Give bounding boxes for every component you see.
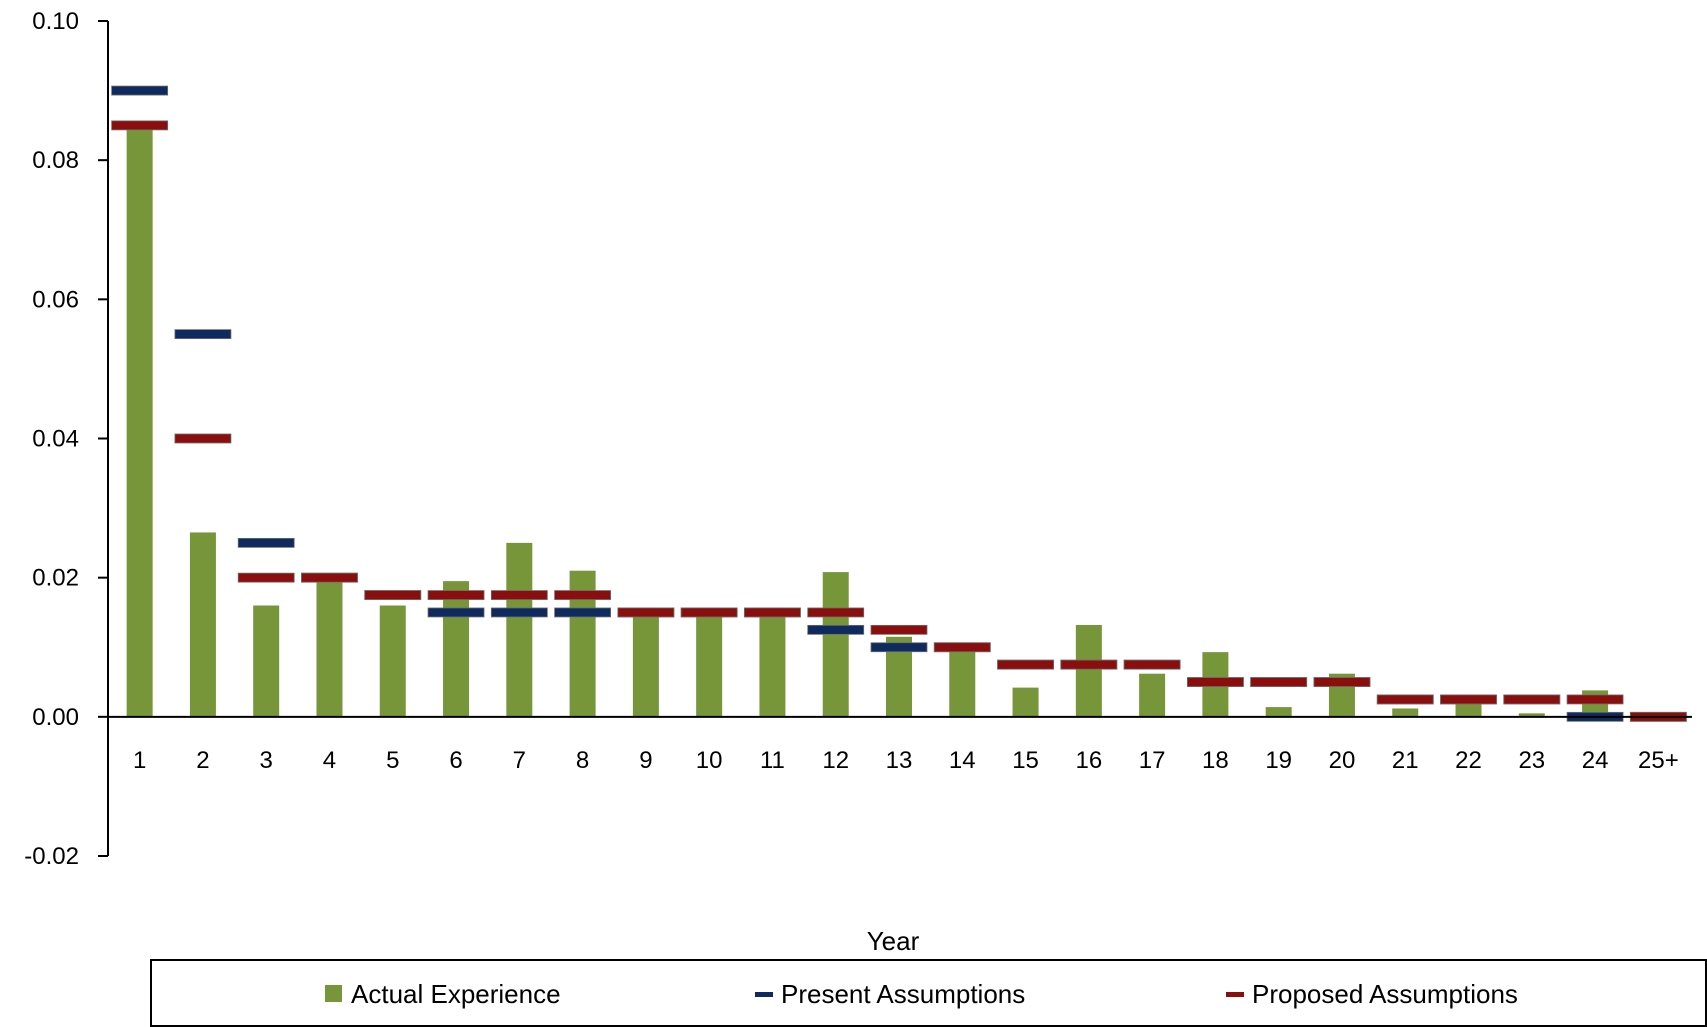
marker-proposed-assumptions-3 (237, 572, 295, 583)
bar-actual-experience-4 (316, 581, 343, 717)
x-tick-label: 13 (886, 747, 913, 774)
legend-swatch-present-assumptions (755, 992, 773, 997)
marker-proposed-assumptions-4 (301, 572, 358, 583)
marker-proposed-assumptions-12 (807, 607, 865, 618)
marker-present-assumptions-13 (870, 642, 928, 653)
x-tick-label: 7 (513, 747, 526, 774)
marker-proposed-assumptions-24 (1566, 694, 1624, 705)
marker-proposed-assumptions-6 (427, 590, 485, 600)
x-tick-label: 17 (1139, 747, 1166, 774)
marker-proposed-assumptions-10 (680, 607, 738, 618)
y-tick-label: 0.00 (32, 704, 79, 731)
y-tick-label: 0.10 (32, 8, 79, 35)
bar-actual-experience-23 (1518, 713, 1545, 717)
y-tick-label: -0.02 (24, 843, 79, 870)
marker-proposed-assumptions-13 (870, 624, 928, 635)
y-tick-label: 0.04 (32, 426, 79, 453)
x-tick-label: 5 (386, 747, 399, 774)
x-tick-label: 9 (639, 747, 652, 774)
marker-series-proposed-assumptions (111, 120, 1687, 722)
bar-actual-experience-22 (1455, 702, 1482, 717)
bar-actual-experience-1 (126, 125, 153, 717)
marker-proposed-assumptions-8 (554, 590, 611, 600)
legend-box (150, 959, 1707, 1027)
x-tick-label: 6 (449, 747, 462, 774)
axes (107, 21, 1692, 856)
x-tick-label: 21 (1392, 747, 1419, 774)
bar-actual-experience-3 (253, 605, 280, 717)
x-tick-label: 3 (260, 747, 273, 774)
legend-swatch-actual-experience (325, 985, 342, 1002)
legend-swatch-proposed-assumptions (1226, 992, 1244, 997)
bar-actual-experience-12 (822, 572, 849, 717)
x-tick-label: 1 (133, 747, 146, 774)
x-tick-label: 25+ (1638, 747, 1679, 774)
marker-present-assumptions-1 (111, 85, 169, 96)
marker-present-assumptions-7 (490, 607, 548, 618)
marker-proposed-assumptions-11 (744, 607, 801, 618)
x-tick-label: 24 (1582, 747, 1609, 774)
x-tick-label: 22 (1455, 747, 1482, 774)
x-tick-label: 20 (1329, 747, 1356, 774)
x-tick-label: 10 (696, 747, 723, 774)
marker-present-assumptions-2 (174, 329, 232, 340)
y-tick-label: 0.06 (32, 286, 79, 313)
x-tick-label: 18 (1202, 747, 1229, 774)
marker-proposed-assumptions-19 (1250, 677, 1308, 687)
bar-actual-experience-21 (1392, 708, 1419, 717)
y-tick-label: 0.08 (32, 147, 79, 174)
legend-label-proposed-assumptions: Proposed Assumptions (1252, 979, 1518, 1009)
y-tick-label: 0.02 (32, 565, 79, 592)
marker-proposed-assumptions-17 (1123, 659, 1181, 670)
marker-present-assumptions-8 (554, 607, 611, 618)
marker-proposed-assumptions-15 (997, 659, 1054, 670)
marker-proposed-assumptions-23 (1503, 694, 1561, 705)
x-axis-ticks: 1 2 3 4 5 6 7 8 9 10 11 12 13 14 15 16 17 18 19 20 21 22 23 24 2… (133, 747, 1679, 774)
marker-proposed-assumptions-7 (490, 590, 548, 600)
bar-actual-experience-5 (379, 605, 406, 717)
marker-proposed-assumptions-14 (933, 642, 991, 653)
legend-label-present-assumptions: Present Assumptions (781, 979, 1025, 1009)
x-tick-label: 14 (949, 747, 976, 774)
x-axis-title: Year (867, 926, 920, 956)
bar-actual-experience-11 (759, 608, 786, 717)
marker-proposed-assumptions-18 (1187, 677, 1244, 687)
bar-actual-experience-9 (632, 615, 659, 717)
marker-proposed-assumptions-21 (1376, 694, 1434, 705)
bar-actual-experience-17 (1139, 673, 1166, 717)
bar-actual-experience-16 (1075, 624, 1102, 717)
x-tick-label: 19 (1265, 747, 1292, 774)
x-tick-label: 16 (1075, 747, 1102, 774)
marker-proposed-assumptions-1 (111, 120, 169, 131)
x-tick-label: 12 (822, 747, 849, 774)
marker-proposed-assumptions-20 (1313, 677, 1371, 687)
x-tick-label: 8 (576, 747, 589, 774)
legend: Actual Experience Present Assumptions Prop… (150, 959, 1707, 1027)
x-tick-label: 23 (1518, 747, 1545, 774)
x-tick-label: 2 (196, 747, 209, 774)
bar-actual-experience-7 (506, 542, 533, 717)
marker-proposed-assumptions-5 (364, 590, 422, 600)
y-axis-ticks: -0.02 0.00 0.02 0.04 0.06 0.08 0.10 (24, 8, 108, 870)
marker-present-assumptions-12 (807, 624, 865, 635)
x-tick-label: 11 (760, 747, 785, 774)
marker-proposed-assumptions-22 (1440, 694, 1497, 705)
bar-actual-experience-14 (949, 650, 976, 717)
bar-actual-experience-15 (1012, 687, 1039, 717)
bar-series-actual-experience (126, 125, 1672, 717)
bar-actual-experience-19 (1265, 707, 1292, 717)
x-tick-label: 15 (1012, 747, 1039, 774)
bar-actual-experience-2 (189, 532, 216, 717)
x-tick-label: 4 (323, 747, 336, 774)
marker-proposed-assumptions-16 (1060, 659, 1118, 670)
marker-present-assumptions-6 (427, 607, 485, 618)
legend-label-actual-experience: Actual Experience (351, 979, 561, 1009)
marker-proposed-assumptions-9 (617, 607, 675, 618)
marker-present-assumptions-3 (237, 537, 295, 548)
bar-actual-experience-6 (443, 581, 470, 717)
bar-actual-experience-10 (696, 608, 723, 717)
marker-proposed-assumptions-2 (174, 433, 232, 444)
